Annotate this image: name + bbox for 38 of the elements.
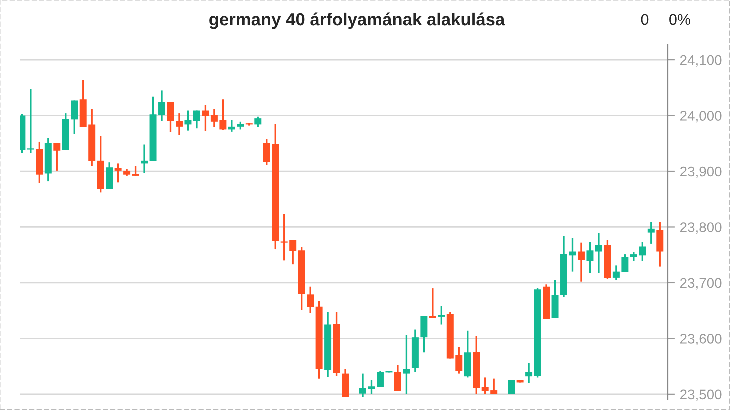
- candlestick: [595, 232, 602, 274]
- candlestick: [648, 221, 655, 245]
- y-tick-label: 23,500: [680, 390, 722, 402]
- candlestick: [526, 362, 533, 384]
- candlestick: [54, 142, 61, 172]
- candlestick: [307, 286, 314, 314]
- candlestick: [508, 380, 516, 396]
- candlestick: [403, 334, 410, 396]
- text: 0%: [670, 14, 690, 26]
- candlestick: [254, 116, 262, 128]
- y-tick-label: 24,000: [680, 111, 722, 123]
- y-tick-label: 23,600: [680, 334, 722, 346]
- candlestick: [368, 380, 376, 396]
- candlestick: [342, 368, 350, 398]
- candlestick: [114, 162, 122, 184]
- candlestick: [656, 221, 664, 268]
- candlestick: [184, 110, 192, 132]
- candlestick: [360, 372, 367, 398]
- candlestick: [141, 144, 148, 174]
- candlestick: [578, 242, 585, 283]
- candlestick: [586, 241, 594, 274]
- candlestick: [420, 316, 428, 354]
- text: 0: [641, 14, 649, 26]
- candlestick: [228, 119, 236, 133]
- y-tick-label: 23,800: [680, 222, 722, 234]
- candlestick: [176, 112, 183, 136]
- y-tick-label: 23,900: [680, 166, 722, 178]
- candlestick: [552, 279, 559, 319]
- y-tick-label: 23,700: [680, 278, 722, 290]
- candlestick: [27, 88, 34, 154]
- candlestick: [202, 104, 210, 132]
- candlestick: [193, 110, 200, 130]
- chart-title: germany 40 árfolyamának alakulása: [210, 12, 506, 30]
- candlestick: [394, 364, 402, 392]
- y-tick-label: 24,100: [680, 55, 722, 67]
- candlestick: [464, 330, 472, 379]
- candlestick: [106, 162, 114, 190]
- candlestick: [167, 102, 174, 134]
